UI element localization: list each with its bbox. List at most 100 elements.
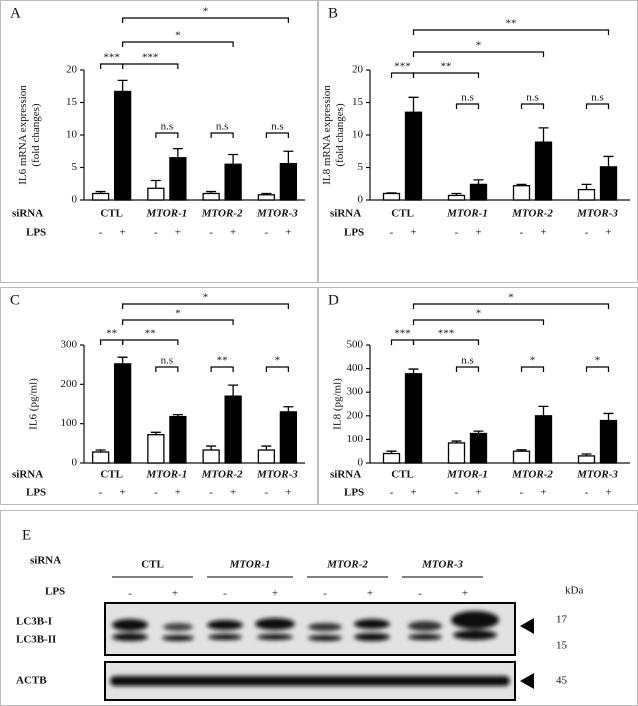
significance-label: n.s xyxy=(216,121,229,133)
significance-bracket xyxy=(122,17,289,23)
y-tick-label: 10 xyxy=(352,129,364,141)
lps-sign: + xyxy=(410,487,416,499)
y-tick-label: 200 xyxy=(347,409,364,421)
x-tick-label: MTOR-3 xyxy=(576,469,618,481)
significance-bracket xyxy=(412,72,480,78)
significance-bracket xyxy=(155,132,179,138)
bar xyxy=(447,194,466,201)
bar xyxy=(599,419,618,464)
y-tick-label: 10 xyxy=(66,129,78,141)
lps-sign: - xyxy=(265,227,269,239)
panel-frame xyxy=(0,287,318,505)
y-tick-label: 400 xyxy=(347,362,364,374)
significance-label: ** xyxy=(217,355,228,367)
significance-bracket xyxy=(412,303,610,309)
lps-sign: - xyxy=(209,227,213,239)
significance-bracket xyxy=(412,51,545,57)
chart-panel: C IL6 (pg/ml) 0 100 200 300 siRNA LPS CTL - + MTOR-… xyxy=(10,292,305,499)
significance-bracket xyxy=(390,339,415,345)
row-label: LPS xyxy=(344,227,364,239)
error-bar xyxy=(538,405,549,416)
bar xyxy=(577,455,596,464)
kda-marker: 45 xyxy=(556,675,568,687)
significance-bracket xyxy=(520,103,545,109)
significance-label: n.s xyxy=(526,92,539,104)
significance-bracket xyxy=(210,132,234,138)
bar xyxy=(512,185,531,201)
significance-label: * xyxy=(175,308,181,320)
significance-label: n.s xyxy=(591,92,604,104)
x-tick-label: MTOR-1 xyxy=(146,469,188,481)
significance-label: * xyxy=(530,355,536,367)
bar xyxy=(534,141,553,201)
unit-label: kDa xyxy=(565,585,583,597)
lps-sign: + xyxy=(367,588,373,600)
x-tick-label: CTL xyxy=(391,469,414,481)
lps-sign: + xyxy=(410,227,416,239)
row-label: LPS xyxy=(45,586,65,598)
row-label: LPS xyxy=(26,487,46,499)
significance-label: *** xyxy=(142,52,159,64)
bar xyxy=(512,450,531,464)
bar xyxy=(257,449,276,464)
bar xyxy=(147,187,165,201)
y-axis-label: IL6 (pg/ml) xyxy=(28,378,40,430)
bar xyxy=(447,442,466,464)
bar xyxy=(599,166,618,201)
blot-panel: E siRNA LPS kDa CTL - + MTOR-1 - + MTOR-2 - + MTO… xyxy=(16,527,583,701)
lps-sign: - xyxy=(390,227,394,239)
significance-bracket xyxy=(122,339,179,345)
significance-bracket xyxy=(155,366,179,372)
significance-label: * xyxy=(508,292,514,304)
x-tick-label: MTOR-1 xyxy=(146,208,188,220)
error-bar xyxy=(408,368,419,374)
y-tick-label: 15 xyxy=(66,96,78,108)
significance-bracket xyxy=(455,366,480,372)
kda-marker: 15 xyxy=(556,640,568,652)
row-label: LPS xyxy=(344,487,364,499)
y-tick-label: 20 xyxy=(352,64,364,76)
error-bar xyxy=(206,445,217,451)
lps-sign: - xyxy=(99,227,103,239)
significance-bracket xyxy=(412,29,610,35)
bar xyxy=(577,188,596,201)
panel-label: D xyxy=(328,292,339,308)
kda-marker: 17 xyxy=(556,614,568,626)
lps-sign: - xyxy=(154,227,158,239)
chart-panel: D IL8 (pg/ml) 0 100 200 300 400 500 siRNA LPS CTL -… xyxy=(328,292,630,499)
lps-sign: + xyxy=(120,227,126,239)
significance-bracket xyxy=(585,366,610,372)
error-bar xyxy=(117,79,128,92)
arrowhead xyxy=(520,618,534,689)
lps-sign: - xyxy=(223,588,227,600)
lps-sign: + xyxy=(175,487,181,499)
x-tick-label: MTOR-2 xyxy=(201,469,243,481)
significance-label: * xyxy=(476,40,482,52)
significance-label: *** xyxy=(438,328,455,340)
lps-sign: - xyxy=(265,487,269,499)
significance-label: * xyxy=(175,30,181,42)
significance-label: *** xyxy=(394,61,411,73)
error-bar xyxy=(408,96,419,113)
y-tick-label: 5 xyxy=(72,161,78,173)
significance-bracket xyxy=(455,103,480,109)
lps-sign: - xyxy=(455,487,459,499)
bar xyxy=(169,157,187,201)
error-bar xyxy=(603,412,614,421)
bar xyxy=(202,192,220,201)
bar xyxy=(257,194,276,201)
error-bar xyxy=(538,127,549,143)
y-axis-label: (fold changes) xyxy=(30,103,42,167)
significance-label: ** xyxy=(441,61,452,73)
lps-sign: - xyxy=(418,588,422,600)
band-label: ACTB xyxy=(16,675,47,687)
error-bar xyxy=(172,148,183,158)
bar xyxy=(202,449,220,464)
significance-bracket xyxy=(100,63,124,69)
significance-label: ** xyxy=(145,328,156,340)
panel-label: E xyxy=(22,527,31,543)
bar xyxy=(534,415,553,464)
y-tick-label: 100 xyxy=(347,433,364,445)
y-tick-label: 0 xyxy=(358,194,364,206)
